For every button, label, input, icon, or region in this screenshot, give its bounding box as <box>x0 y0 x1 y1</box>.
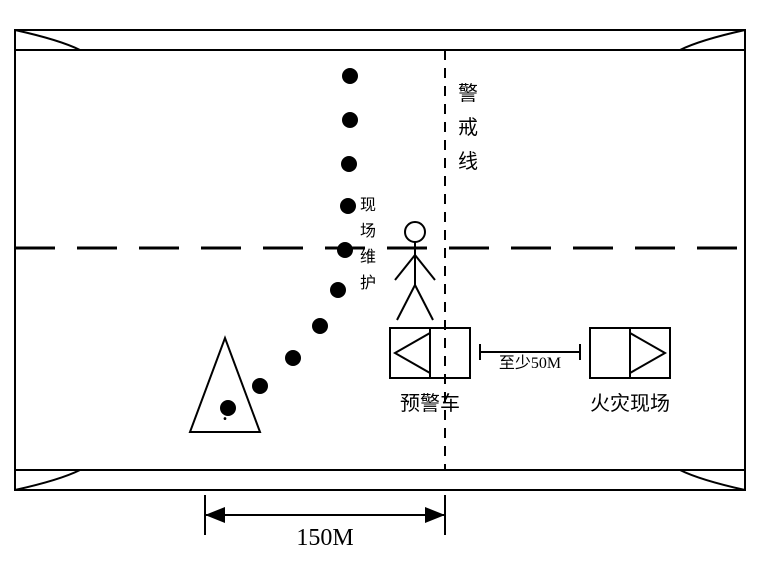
tunnel-arc <box>15 30 80 50</box>
cordon-label: 线 <box>458 150 478 173</box>
outer-frame <box>15 30 745 490</box>
cordon-label: 戒 <box>458 116 478 139</box>
cones-label: 护 <box>360 274 376 292</box>
person-icon <box>405 222 425 242</box>
cone-dot <box>330 282 346 298</box>
cone-dot <box>252 378 268 394</box>
person-icon <box>397 285 415 320</box>
tunnel-arc <box>680 30 745 50</box>
warning-vehicle-arrow-icon <box>395 333 430 373</box>
person-icon <box>395 255 415 280</box>
cones-label: 现 <box>360 197 376 214</box>
cone-dot <box>312 318 328 334</box>
road-fire-scene-diagram: 警戒线现场维护! 预警车 火灾现场 至少50M 150M <box>0 0 760 570</box>
cone-dot <box>341 156 357 172</box>
cone-dot <box>342 68 358 84</box>
cones-label: 维 <box>360 248 376 266</box>
cone-dot <box>342 112 358 128</box>
tunnel-arc <box>15 470 80 490</box>
span-dim-label: 150M <box>296 525 353 551</box>
fire-scene-vehicle-arrow-icon <box>630 333 665 373</box>
tunnel-arc <box>680 470 745 490</box>
cones-label: 场 <box>360 222 376 240</box>
cone-dot <box>285 350 301 366</box>
warning-vehicle-label: 预警车 <box>400 392 460 415</box>
span-arrow-right-icon <box>425 507 445 523</box>
exclamation-icon: ! <box>221 400 229 426</box>
fire-scene-vehicle-label: 火灾现场 <box>590 392 670 415</box>
person-icon <box>415 255 435 280</box>
cordon-label: 警 <box>458 82 478 105</box>
cone-dot <box>337 242 353 258</box>
gap-dim-label: 至少50M <box>499 354 561 372</box>
person-icon <box>415 285 433 320</box>
cone-dot <box>340 198 356 214</box>
span-arrow-left-icon <box>205 507 225 523</box>
